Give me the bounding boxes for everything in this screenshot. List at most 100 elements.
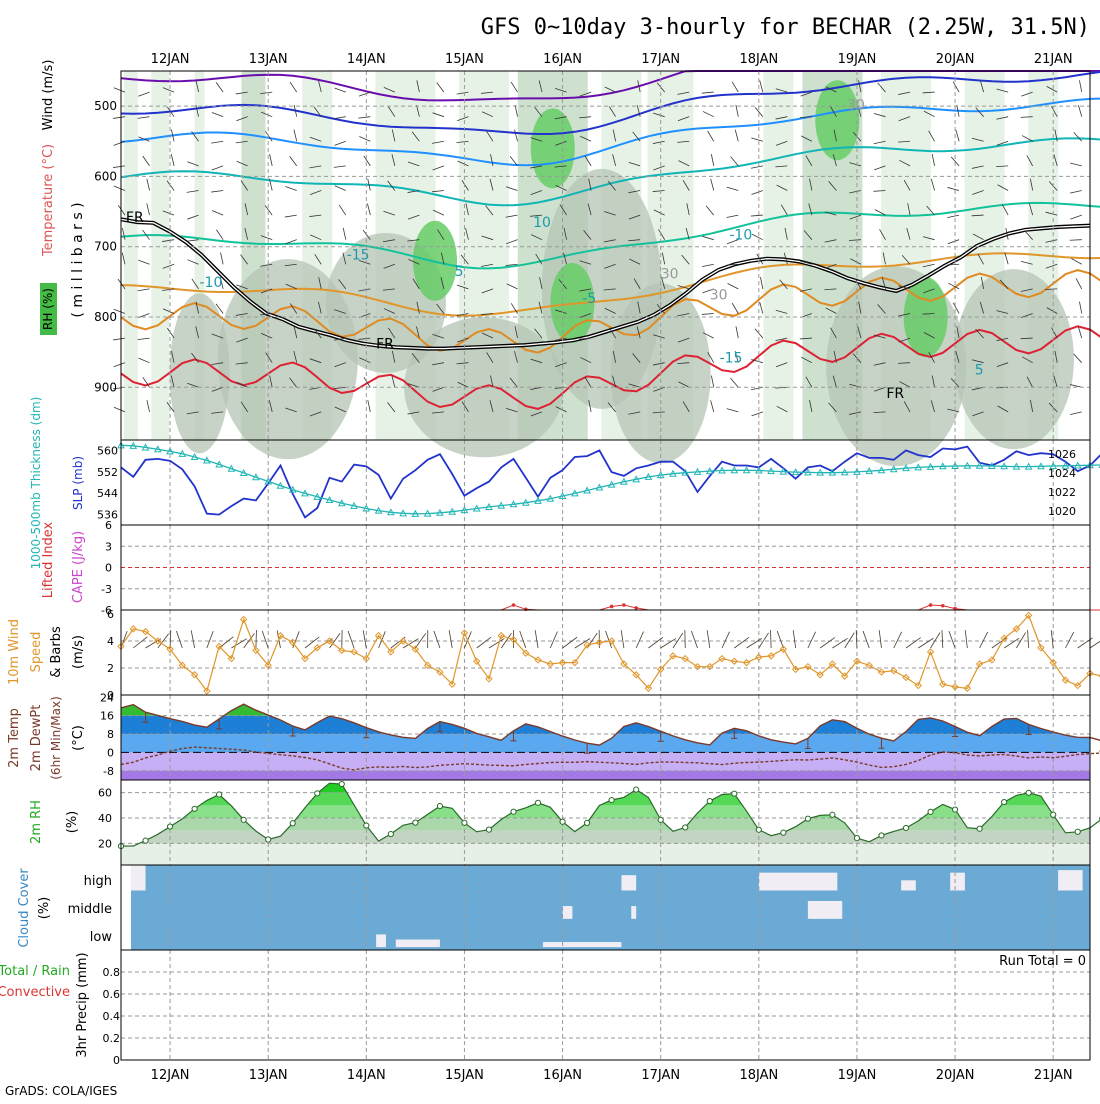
rh-point [879, 833, 884, 838]
rh-point [707, 798, 712, 803]
contour-label: 30 [661, 266, 679, 282]
axis-label: Lifted Index [41, 521, 56, 598]
axis-label: & Barbs [49, 626, 64, 678]
cloud-fill [131, 865, 1090, 950]
run-total-text: Run Total = 0 [999, 954, 1086, 969]
rh-shading [124, 71, 138, 440]
rh-point [634, 787, 639, 792]
clear-sky-patch [759, 873, 838, 891]
precip-tick-label: 0.8 [103, 966, 121, 979]
axis-label: (%) [37, 897, 52, 920]
axis-label: CAPE (J/kg) [71, 531, 86, 603]
rh-point [1075, 829, 1080, 834]
clear-sky-patch [543, 942, 622, 947]
rh-shading [954, 269, 1074, 449]
thickness-tick-label: 544 [97, 487, 118, 500]
li-point [929, 603, 933, 607]
wind-tick-label: 2 [107, 662, 114, 675]
rh-point [928, 809, 933, 814]
rh-shading [151, 71, 169, 440]
rh-tick-label: 20 [98, 837, 112, 850]
rh-point [781, 830, 786, 835]
rh-band [121, 843, 1090, 865]
temp-tick-label: 8 [107, 728, 114, 741]
li-tick-label: 0 [105, 562, 112, 575]
rh-point [192, 806, 197, 811]
contour-label: 30 [710, 287, 728, 303]
rh-point [143, 838, 148, 843]
rh-point [609, 797, 614, 802]
rh-shading [826, 266, 966, 466]
wind-barb [771, 630, 772, 648]
cloud-layer-label: middle [68, 902, 112, 917]
axis-label: SLP (mb) [71, 456, 85, 510]
clear-sky-patch [131, 865, 146, 891]
cloud-panel: high middle low Cloud Cover (%) [17, 865, 1090, 950]
contour-label: -10 [729, 228, 752, 244]
precip-tick-label: 0 [113, 1054, 120, 1067]
top-date-label: 16JAN [543, 52, 582, 67]
clear-sky-patch [808, 901, 818, 919]
rh-point [756, 827, 761, 832]
axis-label: Cloud Cover [17, 868, 32, 948]
clear-sky-patch [631, 906, 636, 919]
rh-point [364, 823, 369, 828]
rh-point [388, 831, 393, 836]
temp-tick-label: 24 [100, 691, 114, 704]
wind-barb [256, 630, 257, 648]
axis-label: (°C) [71, 725, 86, 751]
axis-label: 2m Temp [7, 708, 22, 768]
bottom-date-label: 18JAN [739, 1068, 778, 1083]
li-tick-label: 6 [105, 519, 112, 532]
rh-point [658, 817, 663, 822]
axis-label: (6hr Min/Max) [49, 696, 63, 780]
slp-tick-label: 1026 [1048, 448, 1076, 461]
wind-tick-label: 6 [107, 608, 114, 621]
precip-tick-label: 0.6 [103, 988, 121, 1001]
clear-sky-patch [621, 875, 636, 890]
rh-point [315, 791, 320, 796]
bottom-date-label: 12JAN [151, 1068, 190, 1083]
contour-label: FR [376, 337, 394, 353]
y-tick-label: 800 [94, 310, 117, 324]
rh-point [903, 825, 908, 830]
li-tick-label: 3 [105, 540, 112, 553]
top-date-label: 14JAN [347, 52, 386, 67]
axis-label: RH (%) [41, 288, 55, 330]
bottom-date-label: 14JAN [347, 1068, 386, 1083]
precip-tick-label: 0.4 [103, 1010, 121, 1023]
top-date-label: 15JAN [445, 52, 484, 67]
chart-title: GFS 0~10day 3-hourly for BECHAR (2.25W, … [481, 15, 1090, 40]
axis-label: 3hr Precip (mm) [75, 952, 90, 1057]
top-date-label: 18JAN [739, 52, 778, 67]
bottom-date-label: 17JAN [641, 1068, 680, 1083]
slp-tick-label: 1020 [1048, 505, 1076, 518]
cold-band [121, 752, 1090, 770]
bottom-date-label: 16JAN [543, 1068, 582, 1083]
clear-sky-patch [1058, 870, 1083, 890]
cloud-layer-label: low [90, 930, 113, 945]
contour-label: 5 [455, 264, 464, 280]
top-date-label: 20JAN [936, 52, 975, 67]
rh-point [535, 800, 540, 805]
rh-point [1002, 799, 1007, 804]
li-point [524, 607, 528, 611]
thickness-tick-label: 552 [97, 466, 118, 479]
li-point [512, 603, 516, 607]
rh-point [952, 807, 957, 812]
cloud-layer-label: high [84, 874, 112, 889]
li-point [941, 604, 945, 608]
li-point [622, 603, 626, 607]
wind-tick-label: 4 [107, 635, 114, 648]
rh-point [977, 826, 982, 831]
li-tick-label: -3 [101, 583, 112, 596]
bottom-date-label: 15JAN [445, 1068, 484, 1083]
rh-point [830, 812, 835, 817]
clear-sky-patch [376, 934, 386, 947]
rh-point [217, 792, 222, 797]
y-tick-label: 500 [94, 99, 117, 113]
clear-sky-patch [901, 880, 916, 890]
rh-point [805, 816, 810, 821]
bottom-date-label: 20JAN [936, 1068, 975, 1083]
